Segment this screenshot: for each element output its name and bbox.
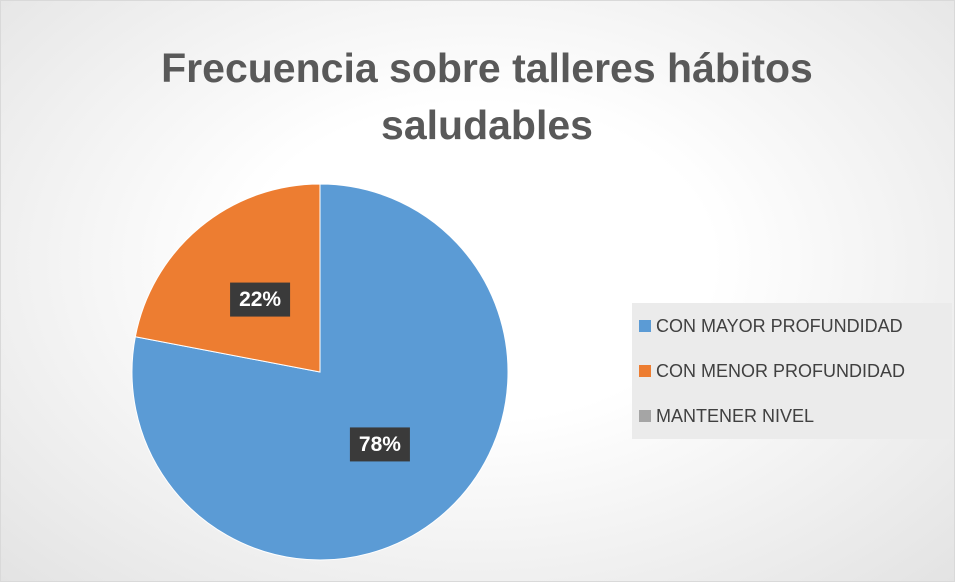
legend-box [632, 303, 952, 439]
legend-swatch [639, 410, 651, 422]
value-label-box [349, 427, 410, 462]
legend-swatch [639, 365, 651, 377]
pie-slice [134, 183, 321, 373]
legend-label: CON MENOR PROFUNDIDAD [656, 361, 905, 381]
value-label: 22% [239, 288, 281, 311]
legend-label: CON MAYOR PROFUNDIDAD [656, 316, 903, 336]
value-label: 78% [359, 433, 401, 456]
legend-label: MANTENER NIVEL [656, 406, 814, 426]
value-label-box [230, 282, 291, 317]
legend-swatch [639, 320, 651, 332]
chart-title: Frecuencia sobre talleres hábitos saluda… [161, 45, 813, 148]
